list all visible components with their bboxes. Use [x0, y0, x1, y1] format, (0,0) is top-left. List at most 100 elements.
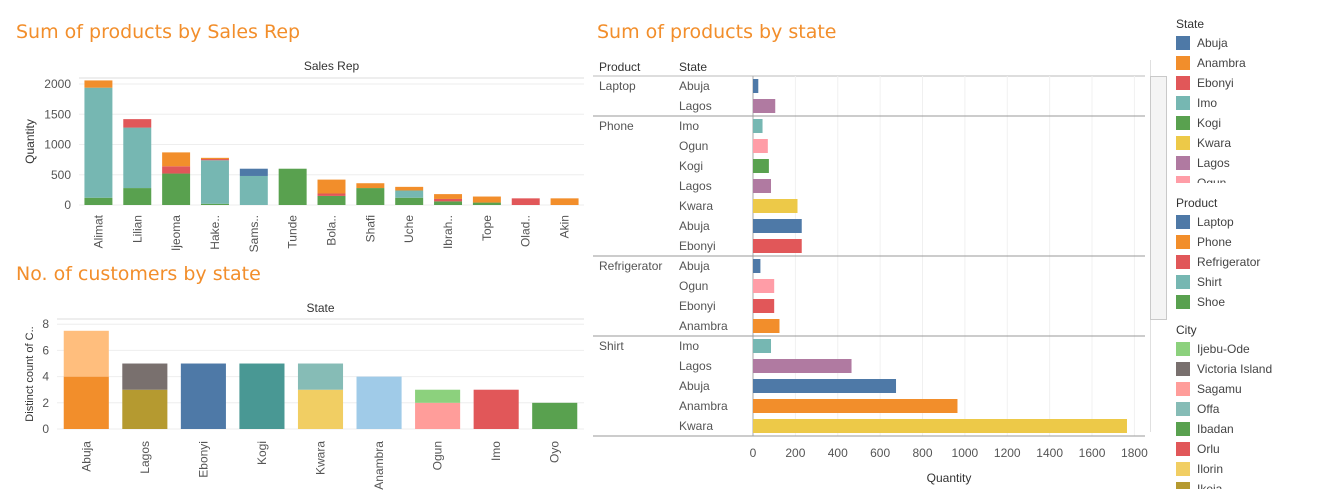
- legend-product-title: Product: [1176, 196, 1218, 210]
- bar-oyo-segment-0: [532, 402, 578, 429]
- sales-rep-x-tick: Lilian: [130, 215, 144, 243]
- bar-kogi-segment-0: [239, 363, 285, 429]
- legend-city-item[interactable]: Offa: [1176, 399, 1336, 419]
- state-label-abuja: Abuja: [679, 219, 710, 233]
- state-chart-x-tick: 1600: [1079, 446, 1106, 460]
- product-label-phone: Phone: [599, 119, 634, 133]
- sales-rep-y-tick: 1500: [44, 107, 71, 121]
- state-label-kogi: Kogi: [679, 159, 703, 173]
- customers-x-tick: Kogi: [255, 441, 269, 465]
- bar-lilian-refrigerator: [123, 119, 152, 128]
- legend-city-item[interactable]: Victoria Island: [1176, 359, 1336, 379]
- bar-sams-shirt: [239, 175, 268, 205]
- bar-lagos-segment-1: [122, 363, 168, 390]
- bar-phone-ogun: [753, 139, 768, 153]
- customers-x-tick: Ebonyi: [196, 441, 210, 478]
- bar-bola-shoe: [317, 195, 346, 205]
- legend-swatch: [1176, 462, 1190, 476]
- state-label-imo: Imo: [679, 119, 699, 133]
- state-chart-x-tick: 1000: [952, 446, 979, 460]
- legend-state-item[interactable]: Lagos: [1176, 153, 1336, 173]
- legend-product-item[interactable]: Shirt: [1176, 272, 1336, 292]
- legend-label: Ilorin: [1197, 462, 1224, 476]
- state-chart-x-tick: 1200: [994, 446, 1021, 460]
- state-chart-x-tick: 400: [828, 446, 848, 460]
- customers-y-tick: 8: [42, 317, 49, 331]
- legend-state-item[interactable]: Abuja: [1176, 33, 1336, 53]
- legend-state-item[interactable]: Kogi: [1176, 113, 1336, 133]
- bar-abuja-segment-1: [63, 330, 109, 377]
- legend-city-item[interactable]: Ikeja: [1176, 479, 1336, 489]
- legend-city[interactable]: City Ijebu-Ode Victoria Island Sagamu Offa I…: [1176, 321, 1336, 489]
- legend-label: Kogi: [1197, 116, 1222, 130]
- legend-label: Offa: [1197, 402, 1220, 416]
- bar-ijeoma-shoe: [162, 173, 191, 205]
- customers-chart-title: No. of customers by state: [16, 263, 261, 285]
- chart-scrollbar-thumb[interactable]: [1150, 76, 1167, 320]
- sales-rep-chart-title: Sum of products by Sales Rep: [16, 21, 301, 43]
- legend-label: Ogun: [1197, 176, 1227, 183]
- state-label-lagos: Lagos: [679, 99, 712, 113]
- legend-state-item[interactable]: Imo: [1176, 93, 1336, 113]
- bar-hake-shoe: [200, 203, 229, 205]
- bar-ibrah-phone: [434, 194, 463, 199]
- legend-city-item[interactable]: Ilorin: [1176, 459, 1336, 479]
- legend-swatch: [1176, 255, 1190, 269]
- sales-rep-x-tick: Sams..: [247, 215, 261, 252]
- legend-label: Ijebu-Ode: [1197, 342, 1250, 356]
- legend-product-item[interactable]: Refrigerator: [1176, 252, 1336, 272]
- legend-swatch: [1176, 76, 1190, 90]
- bar-laptop-lagos: [753, 99, 776, 113]
- bar-olad-refrigerator: [511, 198, 540, 205]
- legend-state-item[interactable]: Anambra: [1176, 53, 1336, 73]
- state-label-abuja: Abuja: [679, 259, 710, 273]
- legend-state[interactable]: State Abuja Anambra Ebonyi Imo Kogi Kwara Lago…: [1176, 15, 1336, 183]
- legend-product-item[interactable]: Laptop: [1176, 212, 1336, 232]
- legend-city-item[interactable]: Sagamu: [1176, 379, 1336, 399]
- legend-state-item[interactable]: Ogun: [1176, 173, 1336, 183]
- legend-swatch: [1176, 362, 1190, 376]
- legend-product[interactable]: Product Laptop Phone Refrigerator Shirt Shoe: [1176, 194, 1336, 312]
- legend-swatch: [1176, 442, 1190, 456]
- bar-shirt-kwara: [753, 419, 1127, 433]
- bar-lagos-segment-0: [122, 389, 168, 429]
- bar-refrigerator-ebonyi: [753, 299, 775, 313]
- sales-rep-x-tick: Ijeoma: [169, 215, 183, 251]
- state-label-ebonyi: Ebonyi: [679, 299, 716, 313]
- state-chart-x-tick: 800: [912, 446, 932, 460]
- bar-shirt-lagos: [753, 359, 852, 373]
- legend-label: Orlu: [1197, 442, 1220, 456]
- legend-swatch: [1176, 156, 1190, 170]
- bar-ibrah-shoe: [434, 201, 463, 205]
- bar-uche-shirt: [395, 190, 424, 198]
- legend-city-item[interactable]: Ibadan: [1176, 419, 1336, 439]
- customers-x-tick: Imo: [489, 441, 503, 461]
- bar-hake-refrigerator: [200, 159, 229, 161]
- bar-phone-imo: [753, 119, 763, 133]
- customers-y-tick: 2: [42, 396, 49, 410]
- legend-product-item[interactable]: Phone: [1176, 232, 1336, 252]
- legend-state-item[interactable]: Kwara: [1176, 133, 1336, 153]
- legend-state-item[interactable]: Ebonyi: [1176, 73, 1336, 93]
- legend-label: Shirt: [1197, 275, 1222, 289]
- legend-swatch: [1176, 176, 1190, 183]
- sales-rep-x-tick: Hake..: [208, 215, 222, 250]
- legend-swatch: [1176, 235, 1190, 249]
- bar-alimat-shoe: [84, 197, 113, 205]
- bar-phone-kwara: [753, 199, 798, 213]
- legend-city-item[interactable]: Orlu: [1176, 439, 1336, 459]
- bar-refrigerator-anambra: [753, 319, 780, 333]
- legend-swatch: [1176, 136, 1190, 150]
- bar-ogun-segment-0: [415, 402, 461, 429]
- state-label-lagos: Lagos: [679, 359, 712, 373]
- bar-kwara-segment-1: [297, 363, 344, 390]
- bar-imo-segment-0: [473, 389, 519, 429]
- state-label-ogun: Ogun: [679, 279, 708, 293]
- bar-sams-laptop: [239, 168, 268, 176]
- sales-rep-x-tick: Ibrah..: [441, 215, 455, 249]
- legend-product-item[interactable]: Shoe: [1176, 292, 1336, 312]
- sales-rep-y-tick: 500: [51, 168, 71, 182]
- col-header-state: State: [679, 60, 707, 74]
- products-by-state-chart: Product State 0 200 400 600 800 1000 1200 1400 160…: [593, 60, 1148, 485]
- legend-city-item[interactable]: Ijebu-Ode: [1176, 339, 1336, 359]
